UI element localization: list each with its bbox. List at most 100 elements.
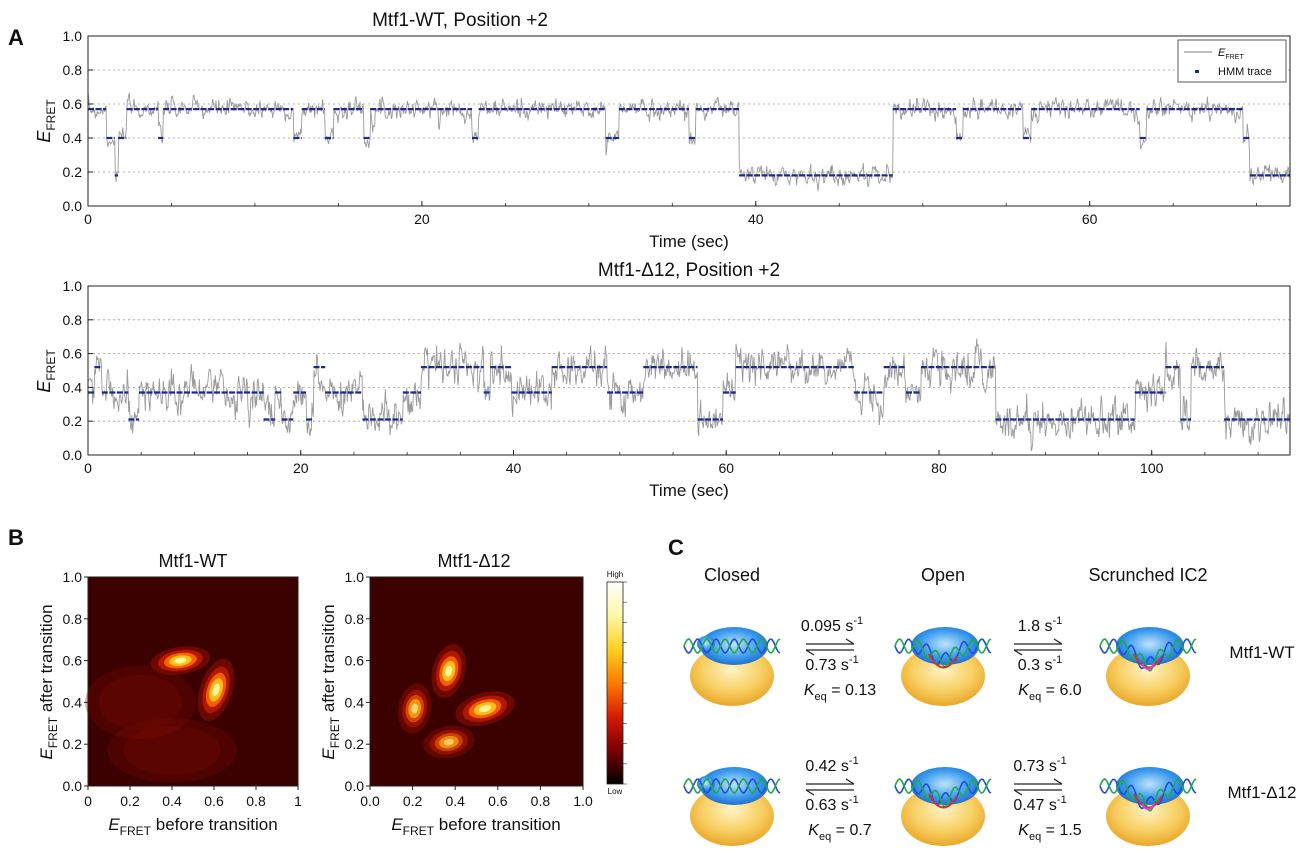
tdp-plot-d12: Mtf1-Δ12 0.0 0.2 0.4 0.6 0.8 1.00.00.20.40.60… (319, 551, 593, 838)
y-tick-label: 0.8 (345, 611, 365, 627)
tdp-peak (423, 725, 475, 759)
x-tick-label: 0 (84, 460, 92, 476)
raw-trace-line (87, 338, 1291, 452)
y-tick-label: 0.8 (63, 312, 83, 328)
x-tick-label: 0.8 (531, 793, 551, 809)
tdp-plot-wt-background (88, 577, 298, 786)
tdp-plot-wt-title: Mtf1-WT (159, 551, 228, 571)
panel-letter-a: A (8, 25, 24, 50)
forward-arrowhead-icon (845, 638, 855, 645)
closed-complex-icon (683, 627, 781, 706)
trace-plot-wt-ticks: 0.0 0.2 0.4 0.6 0.8 1.0 0 20 40 60 (63, 28, 1258, 227)
rate-k2-forward: 0.73 s-1 (1013, 755, 1066, 775)
tdp-peak-layer (443, 738, 454, 746)
trace-plot-d12-grid (88, 319, 1290, 422)
legend-raw-label: EFRET (1218, 47, 1244, 61)
tdp-peak (455, 691, 515, 727)
tdp-peak-layer (174, 657, 187, 664)
dna-strand-icon (894, 638, 992, 668)
y-tick-label: 0.0 (345, 778, 365, 794)
trace-plot-wt-title: Mtf1-WT, Position +2 (372, 10, 548, 31)
equilibrium-arrows-2 (1013, 638, 1063, 656)
variant-label: Mtf1-WT (1229, 643, 1294, 662)
x-tick-label: 1 (294, 793, 302, 809)
x-tick-label: 0.8 (246, 793, 266, 809)
rna-icon (1141, 803, 1155, 810)
x-tick-label: 0.6 (488, 793, 508, 809)
tdp-peak (150, 646, 211, 675)
x-tick-label: 0.6 (204, 793, 224, 809)
y-tick-label: 0.8 (63, 62, 83, 78)
dna-strand-icon (894, 778, 992, 806)
dna-strand-icon (683, 638, 781, 654)
trace-plot-wt-hmm-trace (88, 107, 1290, 177)
tdp-plot-d12-background (370, 577, 583, 786)
y-tick-label: 0.2 (345, 736, 365, 752)
trace-plot-wt-legend: EFRET HMM trace (1177, 39, 1287, 83)
trace-plot-d12: Mtf1-Δ12, Position +2 0.0 0.2 0.4 0.6 0.8 1.0… (34, 260, 1291, 500)
x-tick-label: 60 (1082, 211, 1098, 227)
tdp-peak (397, 683, 432, 734)
trace-plot-d12-hmm-trace (88, 366, 1290, 421)
y-tick-label: 1.0 (63, 569, 83, 585)
keq-2: Keq = 1.5 (1018, 822, 1082, 843)
x-tick-label: 0.0 (360, 793, 380, 809)
tdp-plot-d12-xlabel: EFRET before transition (391, 815, 560, 838)
dna-strand-icon (683, 778, 781, 794)
reverse-arrowhead-icon (805, 789, 815, 796)
x-tick-label: 80 (931, 460, 947, 476)
state-label-open: Open (921, 565, 965, 585)
y-tick-label: 0.4 (63, 694, 83, 710)
rna-icon (1141, 663, 1155, 670)
tdp-peak-layer (85, 665, 196, 740)
reverse-arrowhead-icon (1013, 649, 1023, 656)
y-tick-label: 1.0 (345, 569, 365, 585)
forward-arrowhead-icon (1053, 638, 1063, 645)
tdp-peak (197, 658, 235, 721)
x-tick-label: 0.4 (162, 793, 182, 809)
open-complex-icon (894, 767, 992, 846)
state-label-closed: Closed (704, 565, 760, 585)
reverse-arrowhead-icon (1013, 789, 1023, 796)
dna-strand-icon (894, 638, 992, 666)
x-tick-label: 0 (84, 211, 92, 227)
template-strand-icon (928, 793, 958, 809)
x-tick-label: 0.2 (120, 793, 140, 809)
y-tick-label: 0.6 (63, 653, 83, 669)
scheme-row-wt: 0.095 s-1 0.73 s-1 Keq = 0.13 1.8 s-1 0.3 s-… (683, 615, 1295, 706)
reverse-arrowhead-icon (805, 649, 815, 656)
rate-k2-forward: 1.8 s-1 (1018, 615, 1062, 635)
tdp-peak (85, 665, 196, 740)
colorbar: High Low (606, 570, 627, 796)
trace-plot-d12-frame (87, 285, 1291, 456)
closed-complex-icon (683, 767, 781, 846)
y-tick-label: 0.0 (63, 778, 83, 794)
tdp-plot-d12-frame (369, 576, 584, 787)
legend-box (1177, 39, 1287, 83)
trace-plot-wt-ylabel: EFRET (34, 99, 58, 143)
y-tick-label: 1.0 (63, 278, 83, 294)
dna-strand-icon (1099, 638, 1197, 670)
y-tick-label: 0.4 (63, 379, 83, 395)
keq-2: Keq = 6.0 (1018, 682, 1082, 703)
template-strand-icon (928, 653, 958, 669)
y-tick-label: 0.0 (63, 198, 83, 214)
scrunched-complex-icon (1099, 627, 1197, 706)
x-tick-label: 0.2 (403, 793, 423, 809)
x-tick-label: 40 (748, 211, 764, 227)
rate-k1-reverse: 0.63 s-1 (805, 794, 858, 814)
raw-trace-line (87, 91, 1291, 192)
x-tick-label: 60 (718, 460, 734, 476)
trace-plot-d12-title: Mtf1-Δ12, Position +2 (598, 260, 780, 281)
forward-arrowhead-icon (1053, 778, 1063, 785)
tdp-peak-layer (98, 674, 183, 730)
keq-1: Keq = 0.13 (804, 682, 876, 703)
y-tick-label: 0.2 (63, 164, 83, 180)
tdp-plot-d12-title: Mtf1-Δ12 (437, 551, 510, 571)
y-tick-label: 0.4 (345, 694, 365, 710)
rate-k1-forward: 0.42 s-1 (805, 755, 858, 775)
trace-plot-wt-xlabel: Time (sec) (649, 232, 729, 251)
rate-k1-reverse: 0.73 s-1 (805, 654, 858, 674)
tdp-plot-wt: Mtf1-WT 0 0.2 0.4 0.6 0.8 1 0.0 0.2 0.4 0.6 0.8 1.0… (37, 551, 302, 838)
x-tick-label: 20 (293, 460, 309, 476)
